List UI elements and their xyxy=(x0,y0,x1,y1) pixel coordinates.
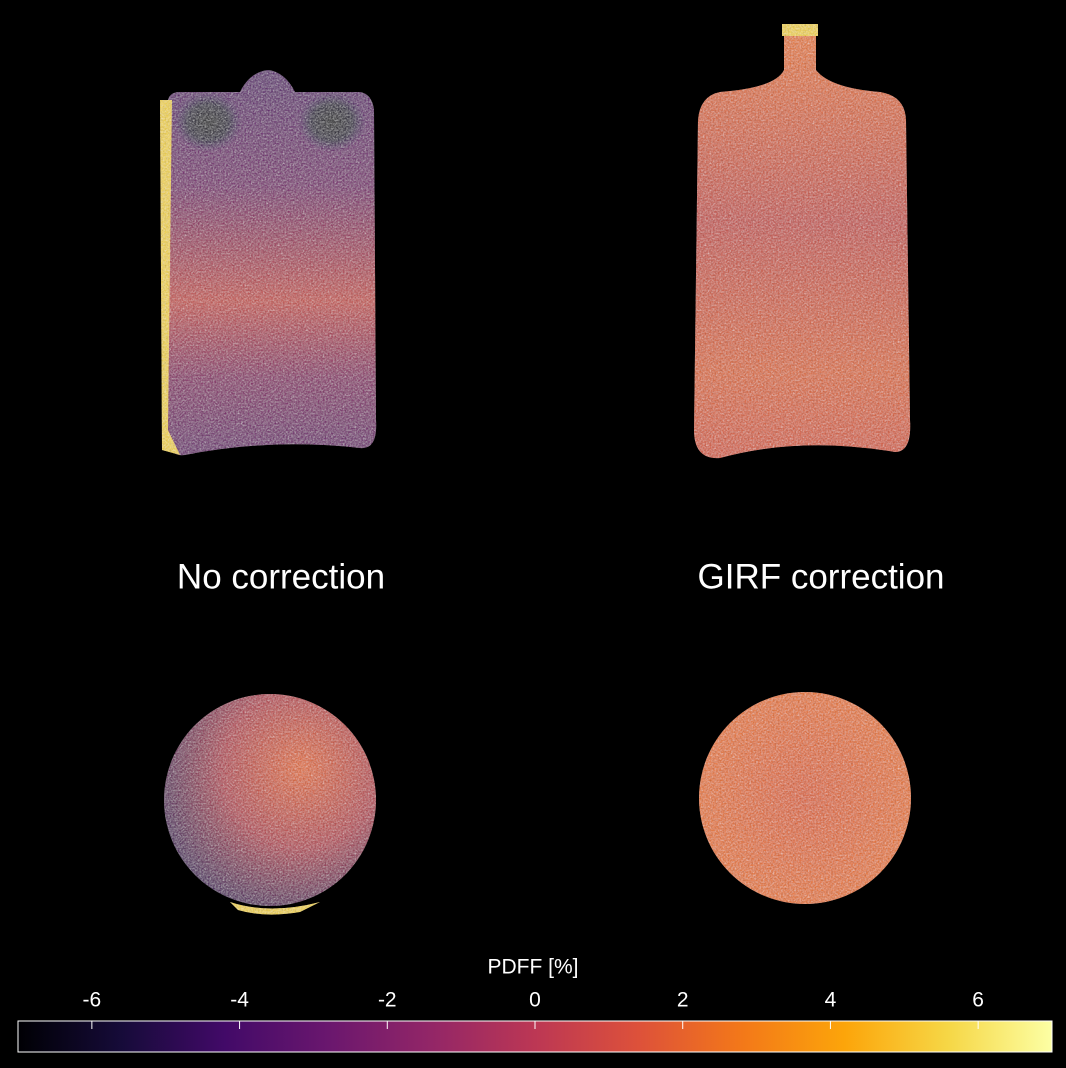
bottle-corrected xyxy=(694,30,911,459)
panel-label: GIRF correction xyxy=(698,557,945,596)
artifact xyxy=(298,92,366,152)
disc-uncorrected xyxy=(164,694,376,906)
tick-label: 0 xyxy=(529,989,541,1012)
tick-label: 4 xyxy=(825,989,837,1012)
edge xyxy=(782,24,818,36)
edge xyxy=(230,902,320,915)
panel-label: No correction xyxy=(177,557,385,596)
edge xyxy=(160,100,180,455)
tick-label: 2 xyxy=(677,989,689,1012)
colorbar-label: PDFF [%] xyxy=(487,956,578,979)
tick-label: -4 xyxy=(230,989,249,1012)
colorbar xyxy=(17,1020,1053,1053)
artifact xyxy=(174,92,242,152)
tick-label: -6 xyxy=(83,989,102,1012)
bottle-uncorrected xyxy=(164,70,377,456)
disc-corrected xyxy=(699,692,911,904)
images xyxy=(160,24,911,915)
tick-label: 6 xyxy=(972,989,984,1012)
tick-label: -2 xyxy=(378,989,397,1012)
